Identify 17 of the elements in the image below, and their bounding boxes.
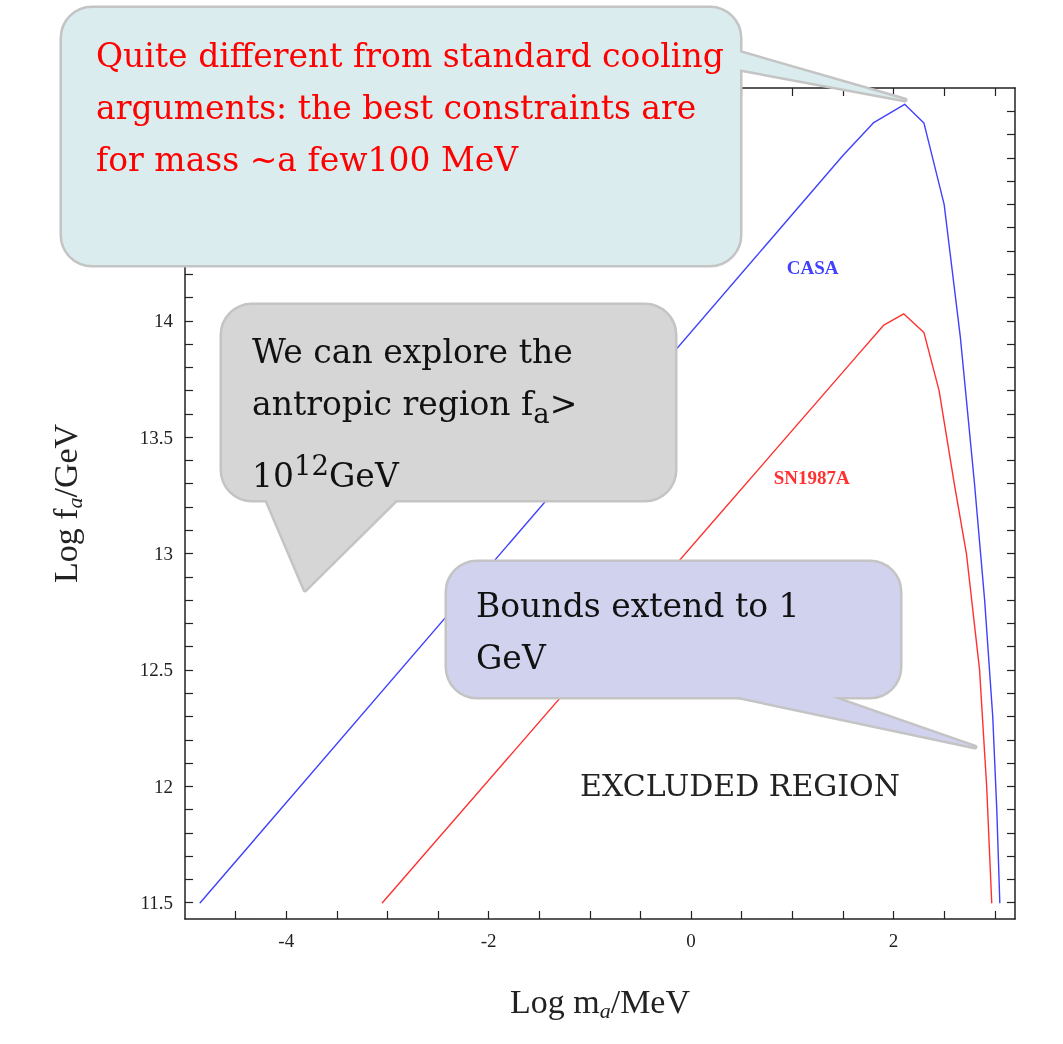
y-axis-title: Log fa/GeV — [46, 423, 87, 584]
y-tick-label: 11.5 — [140, 892, 173, 914]
y-tick-label: 14 — [154, 310, 174, 332]
text: We can explore the antropic region f$_{a}$> 10$^{12}$GeV — [252, 332, 578, 495]
x-tick-label: 2 — [888, 930, 899, 951]
y-tick-label: 13.5 — [139, 426, 173, 448]
x-tick-label: -4 — [278, 930, 295, 951]
series-label: CASA — [786, 257, 839, 279]
annotation: Quite different from standard cooling arguments: the best constraints are for mass ~a few100 MeV — [96, 35, 725, 181]
annotation: Bounds extend to 1 GeV — [476, 585, 801, 679]
y-tick-label: 12.5 — [139, 659, 173, 681]
y-tick-label: 12 — [154, 775, 173, 797]
x-tick-label: 0 — [686, 930, 696, 951]
y-tick-label: 13 — [154, 543, 173, 565]
annotation: EXCLUDED REGION — [580, 767, 900, 805]
series-label: SN1987A — [773, 466, 850, 488]
x-tick-label: -2 — [480, 930, 497, 951]
